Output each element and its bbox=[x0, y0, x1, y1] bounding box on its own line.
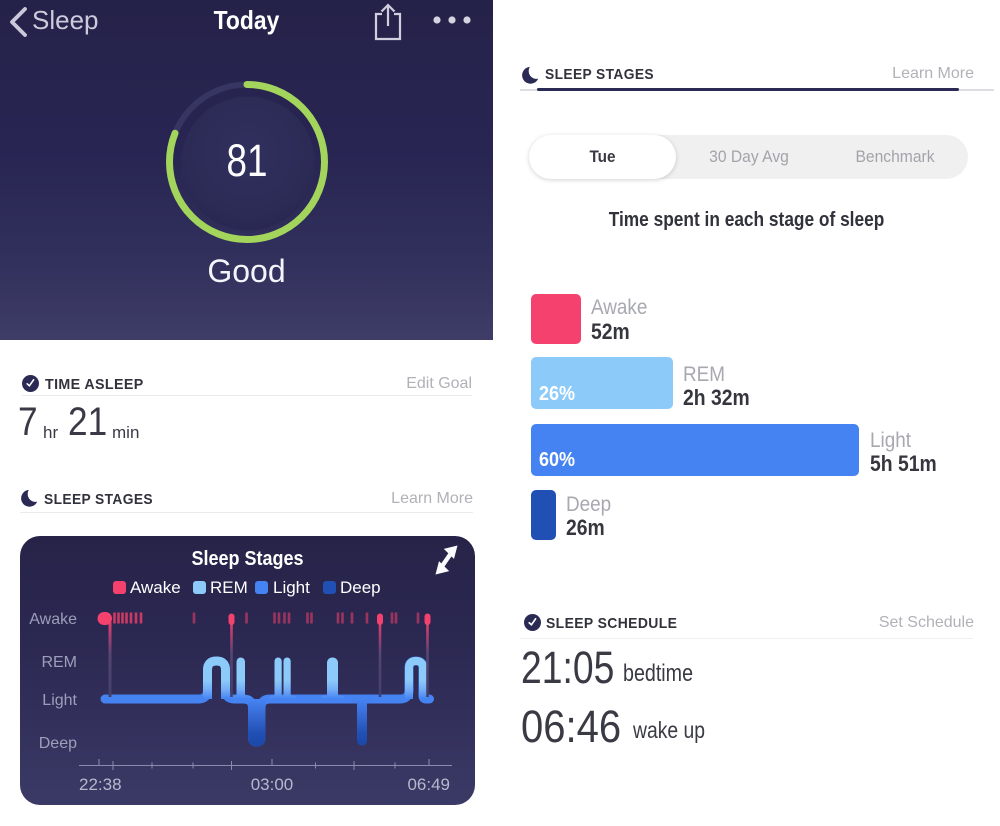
svg-text:Deep: Deep bbox=[39, 735, 77, 752]
svg-text:Light: Light bbox=[42, 692, 77, 709]
svg-text:22:38: 22:38 bbox=[79, 775, 122, 794]
svg-text:03:00: 03:00 bbox=[251, 775, 294, 794]
svg-text:06:49: 06:49 bbox=[407, 775, 450, 794]
svg-text:Awake: Awake bbox=[29, 611, 77, 628]
svg-text:81: 81 bbox=[227, 135, 268, 186]
svg-text:REM: REM bbox=[41, 654, 77, 671]
